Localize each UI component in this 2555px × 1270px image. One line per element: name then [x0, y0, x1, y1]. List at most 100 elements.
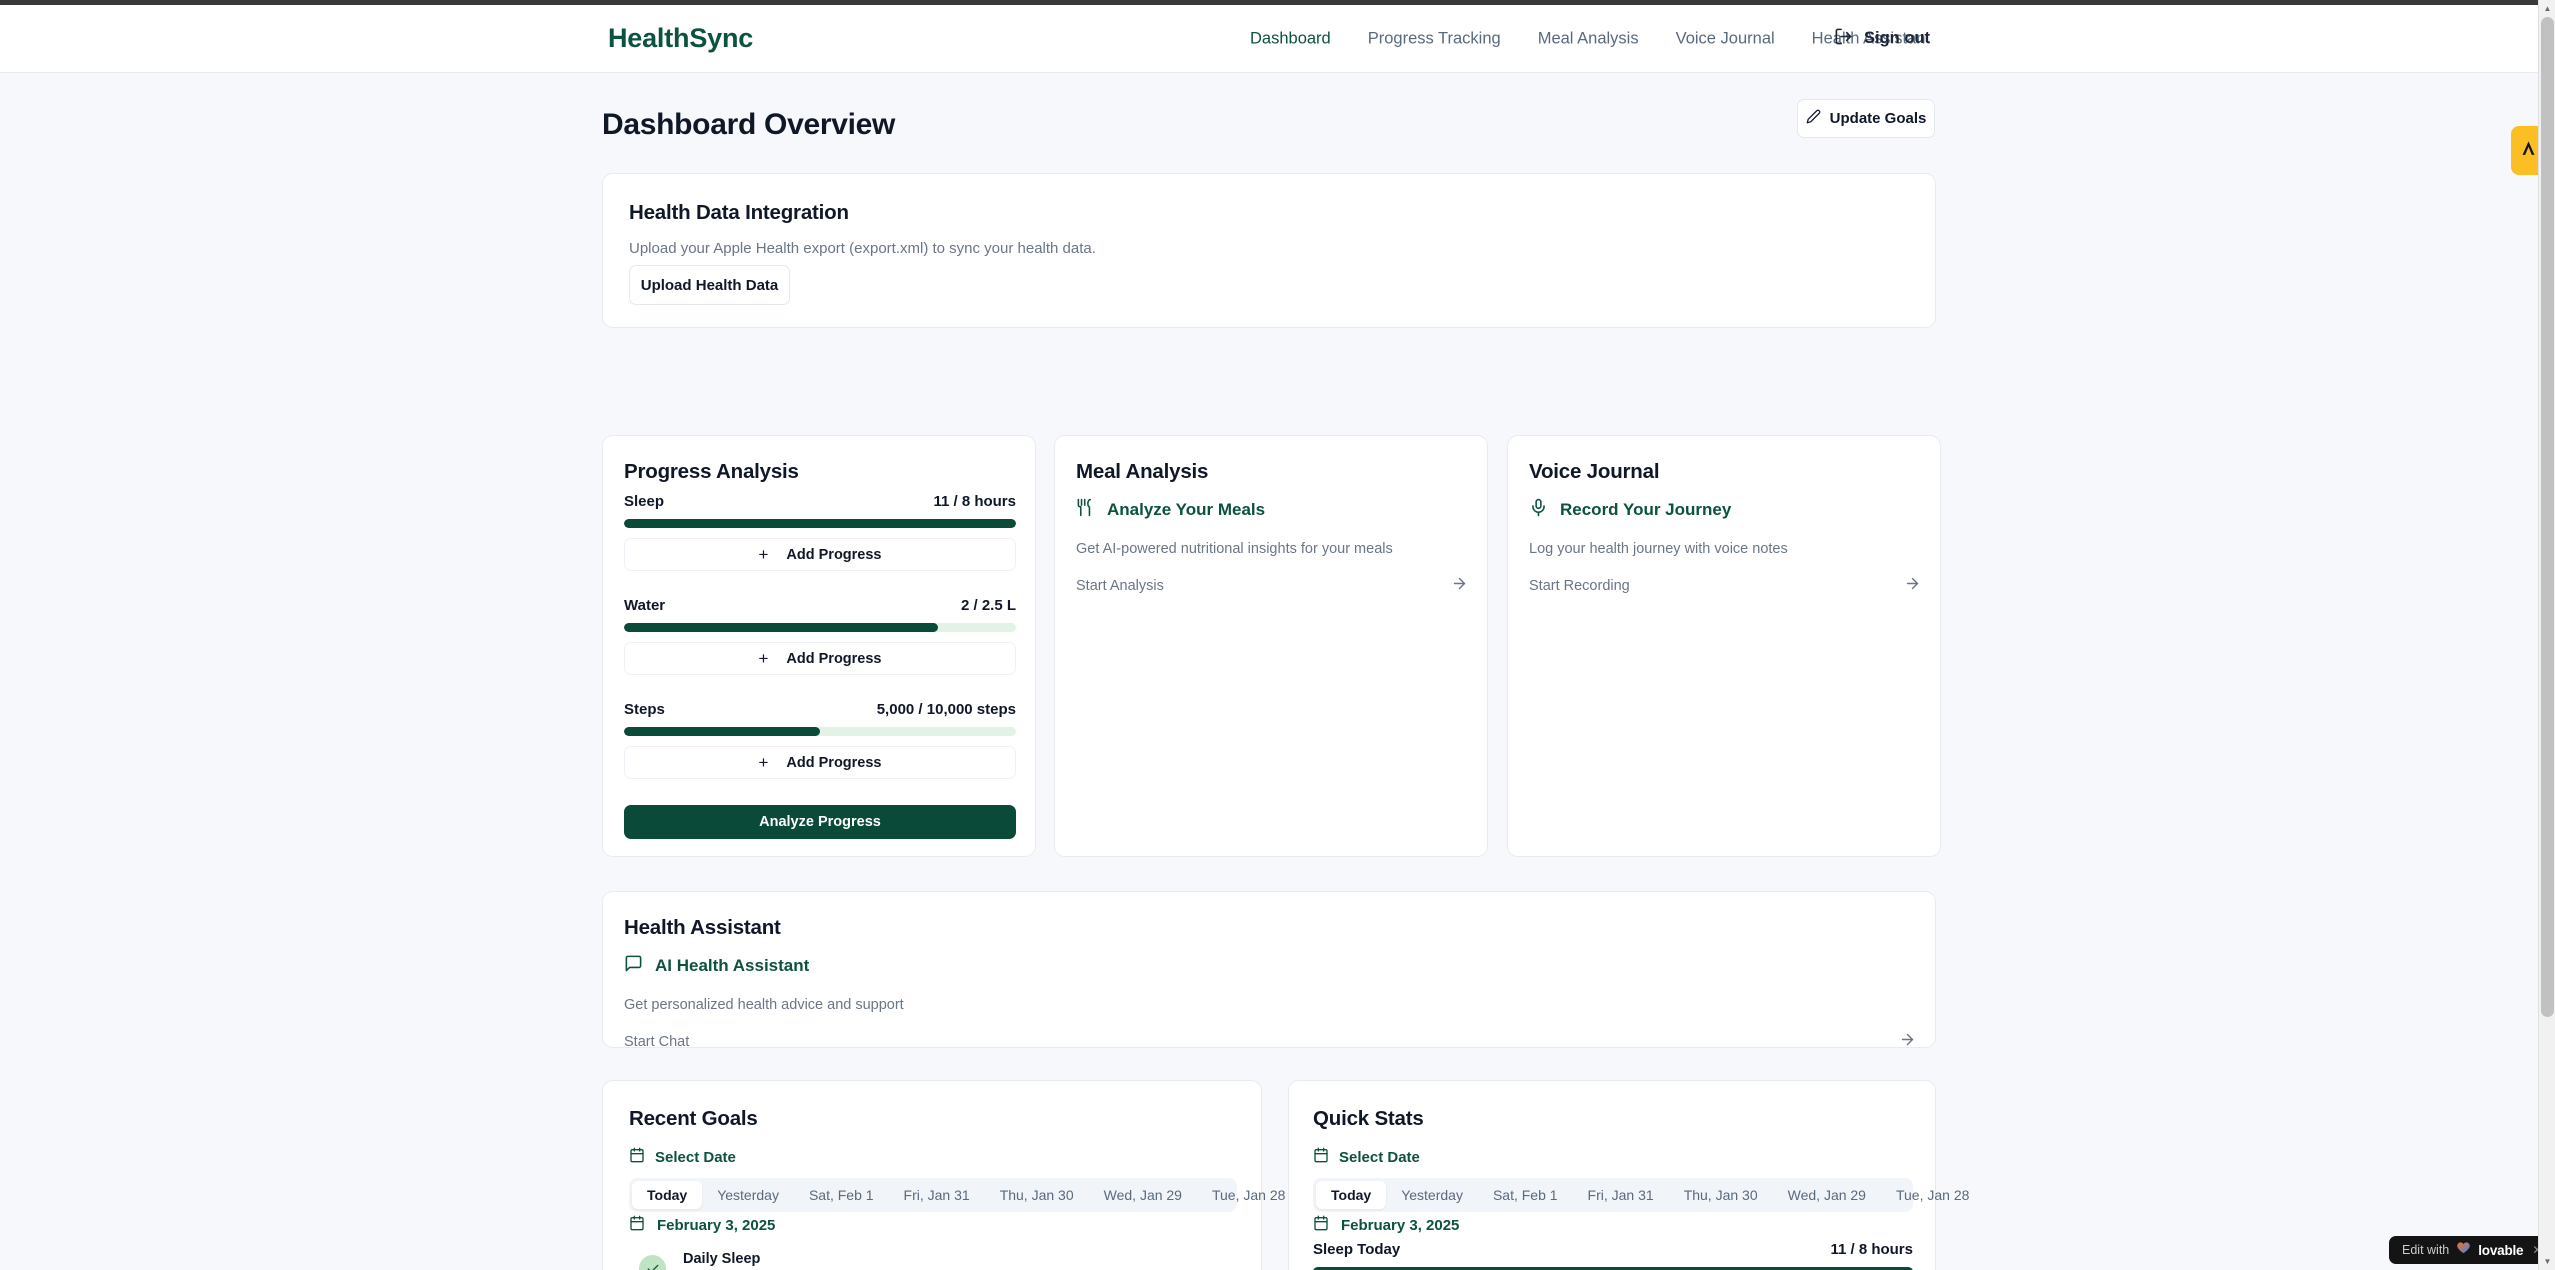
meal-analysis-title: Meal Analysis	[1076, 460, 1209, 483]
add-progress-label: Add Progress	[786, 650, 882, 667]
goal-text: Daily Sleep 11 / 8 hours	[683, 1251, 760, 1270]
browser-chrome-strip	[0, 0, 2538, 5]
progress-bar	[624, 727, 1016, 736]
signout-button[interactable]: Sign out	[1834, 27, 1930, 51]
date-tab-today[interactable]: Today	[632, 1181, 703, 1209]
select-date-button-stats[interactable]: Select Date	[1313, 1147, 1420, 1168]
selected-date-goals: February 3, 2025	[629, 1215, 775, 1236]
stat-header: Sleep Today 11 / 8 hours	[1313, 1241, 1913, 1258]
vertical-scrollbar[interactable]: ▲ ▼	[2538, 0, 2555, 1270]
progress-bar-fill	[1313, 1267, 1913, 1270]
add-progress-button-steps[interactable]: + Add Progress	[624, 746, 1016, 779]
nav-item-dashboard[interactable]: Dashboard	[1250, 29, 1331, 47]
heart-icon	[2456, 1240, 2471, 1260]
meal-analysis-description: Get AI-powered nutritional insights for …	[1076, 541, 1393, 557]
date-tab-thu-jan-30[interactable]: Thu, Jan 30	[999, 1187, 1074, 1203]
feature-link-label: Analyze Your Meals	[1107, 500, 1266, 519]
date-tab-tue-jan-28[interactable]: Tue, Jan 28	[1211, 1187, 1286, 1203]
nav-item-meal-analysis[interactable]: Meal Analysis	[1537, 29, 1639, 47]
health-data-integration-description: Upload your Apple Health export (export.…	[629, 240, 1096, 257]
plus-icon: +	[758, 545, 769, 564]
date-tab-thu-jan-30[interactable]: Thu, Jan 30	[1683, 1187, 1758, 1203]
analyze-your-meals-link[interactable]: Analyze Your Meals	[1076, 498, 1265, 522]
add-progress-label: Add Progress	[786, 754, 882, 771]
date-tabs-goals: Today Yesterday Sat, Feb 1 Fri, Jan 31 T…	[629, 1178, 1285, 1212]
lovable-logo-icon	[2519, 139, 2538, 163]
meal-analysis-card: Meal Analysis Analyze Your Meals Get AI-…	[1054, 435, 1488, 857]
voice-journal-description: Log your health journey with voice notes	[1529, 541, 1788, 557]
check-icon	[639, 1255, 666, 1270]
list-item[interactable]: Daily Sleep 11 / 8 hours	[639, 1251, 760, 1270]
close-icon[interactable]: ✕	[2532, 1243, 2542, 1257]
date-tab-fri-jan-31[interactable]: Fri, Jan 31	[903, 1187, 970, 1203]
date-tabs-stats: Today Yesterday Sat, Feb 1 Fri, Jan 31 T…	[1313, 1178, 1969, 1212]
select-date-button-goals[interactable]: Select Date	[629, 1147, 736, 1168]
pencil-icon	[1806, 109, 1821, 129]
start-analysis-action[interactable]: Start Analysis	[1076, 575, 1468, 597]
add-progress-button-water[interactable]: + Add Progress	[624, 642, 1016, 675]
recent-goals-card: Recent Goals Select Date Today Yesterday…	[602, 1080, 1285, 1270]
select-date-label: Select Date	[1339, 1149, 1420, 1166]
selected-date-label: February 3, 2025	[657, 1217, 776, 1234]
lovable-brand-label: lovable	[2478, 1242, 2524, 1258]
analyze-progress-button[interactable]: Analyze Progress	[624, 805, 1016, 839]
date-tab-sat-feb-1[interactable]: Sat, Feb 1	[808, 1187, 874, 1203]
start-recording-action[interactable]: Start Recording	[1529, 575, 1921, 597]
progress-bar	[1313, 1267, 1913, 1270]
nav-item-progress-tracking[interactable]: Progress Tracking	[1367, 29, 1501, 47]
progress-analysis-title: Progress Analysis	[624, 460, 799, 483]
date-tab-sat-feb-1[interactable]: Sat, Feb 1	[1492, 1187, 1558, 1203]
nav-item-voice-journal[interactable]: Voice Journal	[1675, 29, 1775, 47]
metric-label: Water	[624, 597, 666, 614]
arrow-right-icon	[1899, 1031, 1916, 1053]
lovable-edit-label: Edit with	[2402, 1243, 2450, 1257]
logout-icon	[1834, 27, 1853, 51]
date-tab-fri-jan-31[interactable]: Fri, Jan 31	[1587, 1187, 1654, 1203]
health-data-integration-title: Health Data Integration	[629, 201, 849, 224]
metric-header: Water 2 / 2.5 L	[624, 597, 1016, 614]
message-square-icon	[624, 954, 643, 978]
scroll-up-icon[interactable]: ▲	[2543, 4, 2552, 13]
progress-analysis-card: Progress Analysis Sleep 11 / 8 hours + A…	[602, 435, 1036, 857]
date-tab-wed-jan-29[interactable]: Wed, Jan 29	[1103, 1187, 1182, 1203]
update-goals-button[interactable]: Update Goals	[1797, 99, 1935, 138]
record-your-journey-link[interactable]: Record Your Journey	[1529, 498, 1731, 522]
arrow-right-icon	[1451, 575, 1468, 597]
upload-health-data-button[interactable]: Upload Health Data	[629, 265, 790, 305]
metric-value: 2 / 2.5 L	[960, 597, 1016, 614]
metric-header: Steps 5,000 / 10,000 steps	[624, 701, 1016, 718]
metric-value: 11 / 8 hours	[933, 493, 1016, 510]
metric-water: Water 2 / 2.5 L + Add Progress	[624, 597, 1016, 675]
start-chat-action[interactable]: Start Chat	[624, 1031, 1916, 1053]
date-tab-tue-jan-28[interactable]: Tue, Jan 28	[1895, 1187, 1970, 1203]
progress-bar	[624, 623, 1016, 632]
scroll-down-icon[interactable]: ▼	[2543, 1257, 2552, 1266]
lovable-badge[interactable]: Edit with lovable ✕	[2389, 1236, 2552, 1264]
date-tab-yesterday[interactable]: Yesterday	[1401, 1187, 1463, 1203]
stat-value: 11 / 8 hours	[1830, 1241, 1913, 1258]
calendar-icon	[629, 1147, 645, 1168]
calendar-icon	[1313, 1215, 1329, 1236]
health-data-integration-card: Health Data Integration Upload your Appl…	[602, 173, 1936, 328]
goal-name: Daily Sleep	[683, 1251, 761, 1267]
signout-label: Sign out	[1864, 29, 1930, 47]
brand-logo[interactable]: HealthSync	[608, 23, 754, 53]
voice-journal-card: Voice Journal Record Your Journey Log yo…	[1507, 435, 1941, 857]
scrollbar-thumb[interactable]	[2541, 17, 2554, 1017]
metric-header: Sleep 11 / 8 hours	[624, 493, 1016, 510]
plus-icon: +	[758, 649, 769, 668]
date-tab-yesterday[interactable]: Yesterday	[717, 1187, 779, 1203]
date-tab-wed-jan-29[interactable]: Wed, Jan 29	[1787, 1187, 1866, 1203]
metric-value: 5,000 / 10,000 steps	[876, 701, 1016, 718]
add-progress-button-sleep[interactable]: + Add Progress	[624, 538, 1016, 571]
ai-health-assistant-link[interactable]: AI Health Assistant	[624, 954, 809, 978]
selected-date-label: February 3, 2025	[1341, 1217, 1460, 1234]
quick-stats-title: Quick Stats	[1313, 1107, 1424, 1130]
page-content: Dashboard Overview Update Goals Health D…	[0, 73, 2538, 1270]
progress-bar-fill	[624, 519, 1016, 528]
metric-sleep: Sleep 11 / 8 hours + Add Progress	[624, 493, 1016, 571]
health-assistant-description: Get personalized health advice and suppo…	[624, 997, 904, 1013]
arrow-right-icon	[1904, 575, 1921, 597]
date-tab-today[interactable]: Today	[1316, 1181, 1387, 1209]
progress-bar-fill	[624, 727, 820, 736]
